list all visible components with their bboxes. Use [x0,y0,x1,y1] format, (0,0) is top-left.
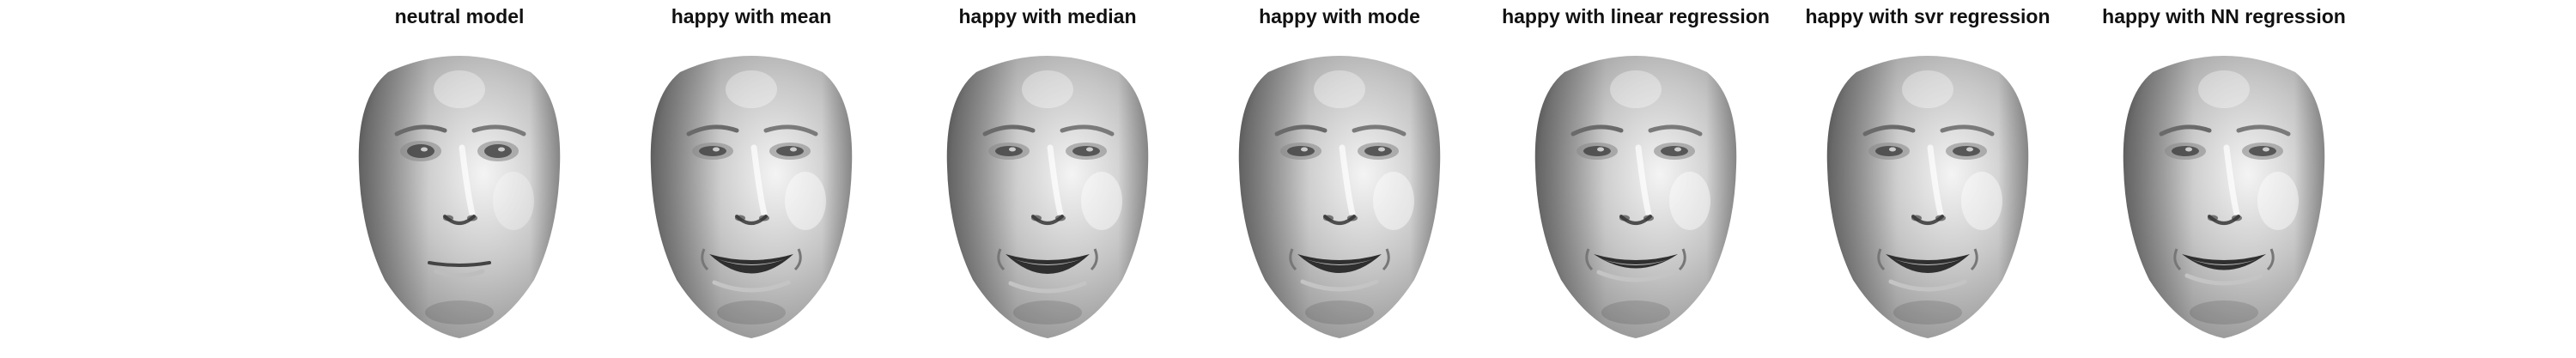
panel-happy-median: happy with median [932,0,1163,358]
panel-title: happy with mode [1259,5,1420,27]
panel-happy-nn-regression: happy with NN regression [2091,0,2357,358]
eye-shape [1583,146,1611,156]
face-render-happy-nn-regression [2123,56,2325,338]
panel-title: neutral model [394,5,525,27]
panel-title: happy with NN regression [2102,5,2346,27]
face-render-happy-mean [650,56,853,338]
panel-happy-svr-regression: happy with svr regression [1795,0,2061,358]
eye-shape [1875,146,1903,156]
face-render-neutral [358,56,561,338]
mouth-shape [1585,248,1686,282]
eye-shape [1287,146,1315,156]
eye-shape [1953,146,1980,156]
eye-shape [2249,146,2276,156]
panel-neutral-model: neutral model [343,0,575,358]
panel-title: happy with median [958,5,1137,27]
eye-shape [2172,146,2199,156]
face-render-happy-linear-regression [1534,56,1737,338]
mouth-shape [1289,248,1390,292]
eye-shape [407,144,434,158]
eye-shape [1072,146,1100,156]
mouth-shape [1877,248,1978,292]
eye-shape [995,146,1023,156]
face-render-happy-median [946,56,1149,338]
eye-shape [484,144,512,158]
panel-happy-mean: happy with mean [635,0,867,358]
mouth-shape [997,248,1098,294]
panel-title: happy with mean [671,5,832,27]
mouth-shape [428,261,491,278]
face-render-happy-svr-regression [1826,56,2029,338]
panel-happy-linear-regression: happy with linear regression [1494,0,1777,358]
eye-shape [699,146,726,156]
mouth-shape [701,248,802,293]
panel-happy-mode: happy with mode [1224,0,1455,358]
panel-title: happy with svr regression [1805,5,2050,27]
eye-shape [1364,146,1392,156]
face-render-happy-mode [1238,56,1441,338]
eye-shape [776,146,804,156]
panel-title: happy with linear regression [1502,5,1770,27]
mouth-shape [2173,248,2275,286]
eye-shape [1661,146,1688,156]
